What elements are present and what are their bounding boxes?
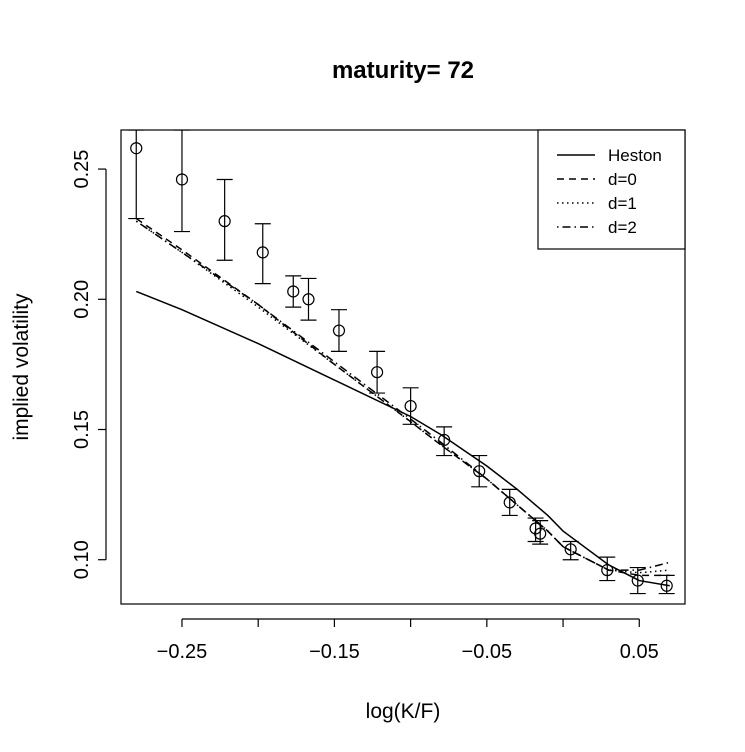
series-line-d-1	[135, 220, 670, 574]
x-tick-label: 0.05	[620, 641, 659, 663]
legend-label: Heston	[608, 146, 662, 165]
legend-label: d=2	[608, 218, 637, 237]
data-point	[256, 246, 269, 259]
y-tick-label: 0.15	[71, 410, 93, 449]
data-point	[302, 293, 315, 306]
x-axis-label: log(K/F)	[366, 700, 441, 723]
data-point	[503, 496, 516, 509]
plot-content	[128, 130, 675, 595]
y-axis-label: implied volatility	[10, 293, 33, 441]
data-point	[601, 564, 614, 577]
data-point	[404, 399, 417, 413]
y-axis: 0.10 0.15 0.20 0.25	[71, 150, 107, 579]
data-point	[438, 433, 451, 447]
legend-label: d=0	[608, 170, 637, 189]
x-axis: −0.25 −0.15 −0.05 0.05	[157, 618, 659, 663]
data-point	[564, 543, 577, 556]
chart-title: maturity= 72	[332, 57, 474, 84]
y-tick-label: 0.10	[71, 540, 93, 579]
data-point	[332, 324, 346, 337]
plot-area	[120, 129, 686, 605]
series-line-d-0	[135, 217, 670, 577]
data-point	[287, 285, 300, 298]
series-line-heston	[135, 290, 670, 587]
plot-frame	[120, 129, 686, 605]
data-point	[534, 527, 547, 540]
data-point	[473, 465, 486, 478]
data-point	[631, 574, 644, 587]
data-point	[370, 366, 384, 379]
y-tick-label: 0.25	[71, 150, 93, 189]
data-point	[130, 142, 143, 155]
x-tick-label: −0.05	[462, 641, 513, 663]
y-tick-label: 0.20	[71, 280, 93, 319]
data-point	[175, 173, 189, 186]
legend: Heston d=0 d=1 d=2	[537, 129, 686, 250]
data-point	[218, 215, 231, 228]
series-line-d-2	[135, 220, 670, 571]
x-tick-label: −0.15	[309, 641, 360, 663]
x-tick-label: −0.25	[157, 641, 208, 663]
legend-box	[537, 129, 686, 250]
legend-label: d=1	[608, 194, 637, 213]
data-point	[660, 579, 673, 592]
